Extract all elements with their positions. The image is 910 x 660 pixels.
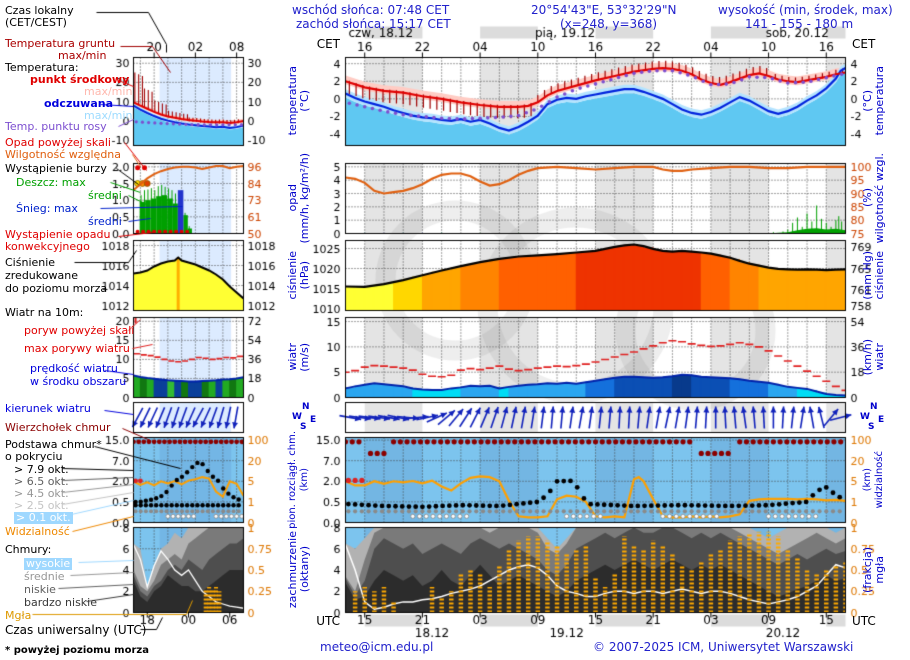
axis-right-temp-name: temperatura <box>873 66 886 136</box>
axis-left-zach-unit: (oktany) <box>298 546 311 593</box>
legend-press2: zredukowane <box>5 269 78 282</box>
legend-clouds0: Chmury: <box>5 543 52 556</box>
utc-corner-bottom-left: UTC <box>316 614 340 628</box>
legend-okt25: > 2.5 okt. <box>14 499 69 512</box>
legend-cl-high: wysokie <box>24 557 73 570</box>
elevation-label: wysokość (min, środek, max) <box>718 3 893 17</box>
legend-okt65: > 6.5 okt. <box>14 475 69 488</box>
elevation-values: 141 - 155 - 180 m <box>745 17 854 31</box>
compass-letter-E: E <box>878 415 885 425</box>
axis-right-zach-name: mgła <box>873 555 886 584</box>
legend-storm: Wystąpienie burzy <box>5 162 107 175</box>
axis-right-zach: (frakcja) mgła <box>852 527 896 612</box>
axis-right-wiatr: (km/h) wiatr <box>852 317 896 397</box>
axis-left-cisn-unit: (hPa) <box>298 260 311 290</box>
axis-left-cisn: ciśnienie (hPa) <box>280 240 318 310</box>
legend-conv2: konwekcyjnego <box>5 240 90 253</box>
compass-letter-W: W <box>860 412 870 422</box>
axis-right-wiatr-name: wiatr <box>873 343 886 371</box>
legend-humidity: Wilgotność względna <box>5 148 122 161</box>
axis-right-temp: (°C) temperatura <box>852 57 896 145</box>
cet-corner-top-right: CET <box>852 37 876 51</box>
legend-cl-mid: średnie <box>24 570 65 583</box>
axis-left-zach: zachmurzenie (oktany) <box>280 527 318 612</box>
legend-precip-over: Opad powyżej skali <box>5 136 111 149</box>
legend-utc-label: Czas uniwersalny (UTC) <box>5 623 147 637</box>
copyright-notice: © 2007-2025 ICM, Uniwersytet Warszawski <box>593 640 854 654</box>
legend-press3: do poziomu morza <box>5 282 108 295</box>
legend-temp-mid-mm: max/min <box>84 85 133 98</box>
axis-right-cisn-name: ciśnienie <box>873 250 886 300</box>
compass-letter-W: W <box>292 412 302 422</box>
legend-temp-feel-mm: max/min <box>84 109 133 122</box>
axis-right-opad-name: wilgotność wzgl. <box>873 152 886 244</box>
legend-tgrunt2: max/min <box>58 49 107 62</box>
cet-corner-top-left: CET <box>316 37 340 51</box>
legend-gust-over: poryw powyżej skali <box>24 324 135 337</box>
legend-temp-mid: punkt środkowy <box>30 73 130 86</box>
location-coords: 20°54'43"E, 53°32'29"N <box>531 3 677 17</box>
axis-left-chm: pion. rozciągł. chm. (km) <box>280 431 318 529</box>
compass-letter-S: S <box>868 422 875 432</box>
legend-visib: Widzialność <box>5 525 70 538</box>
axis-right-chm: (km) widzialność <box>852 437 896 522</box>
legend-okt79: > 7.9 okt. <box>14 463 69 476</box>
sunset-time: zachód słońca: 15:17 CET <box>296 17 451 31</box>
axis-left-chm-name: pion. rozciągł. chm. <box>287 430 298 529</box>
legend-gust-max: max porywy wiatru <box>24 342 130 355</box>
axis-left-temp-unit: (°C) <box>298 90 311 112</box>
utc-corner-bottom-right: UTC <box>852 614 876 628</box>
axis-left-opad: opad (mm/h, kg/m²/h) <box>280 153 318 244</box>
contact-email-link[interactable]: meteo@icm.edu.pl <box>320 640 434 654</box>
legend-tgrunt1: Temperatura gruntu <box>5 37 116 50</box>
legend-snow-mean: średni <box>88 215 122 228</box>
legend-cloud-base1: Podstawa chmur* <box>5 438 102 451</box>
legend-temp0: Temperatura: <box>5 61 79 74</box>
axis-right-opad: (%) wilgotność wzgl. <box>852 153 896 243</box>
grid-xy: (x=248, y=368) <box>560 17 658 31</box>
legend-fog: Mgła <box>5 609 32 622</box>
legend-cl-low: niskie <box>24 583 56 596</box>
legend-rain-mean: średni <box>88 189 122 202</box>
legend-conv1: Wystąpienie opadu <box>5 228 111 241</box>
legend-temp-dew: Temp. punktu rosy <box>5 120 107 133</box>
legend-cl-vlow: bardzo niskie <box>24 596 97 609</box>
legend-wind0: Wiatr na 10m: <box>5 306 84 319</box>
compass-letter-N: N <box>870 402 878 412</box>
compass-letter-S: S <box>300 422 307 432</box>
legend-rain-max: Deszcz: max <box>16 176 86 189</box>
legend-czas2: (CET/CEST) <box>5 16 67 29</box>
legend-temp-feel: odczuwana <box>44 97 114 110</box>
compass-letter-E: E <box>310 415 317 425</box>
legend-wind-speed2: w środku obszaru <box>30 375 127 388</box>
axis-left-wiatr: wiatr (m/s) <box>280 317 318 397</box>
axis-left-opad-unit: (mm/h, kg/m²/h) <box>298 152 311 244</box>
legend-okt01: > 0.1 okt. <box>14 511 73 524</box>
axis-left-wiatr-unit: (m/s) <box>298 342 311 372</box>
legend-czas1: Czas lokalny <box>5 4 74 17</box>
legend-cloud-base2: o pokryciu <box>5 450 63 463</box>
compass-letter-N: N <box>302 402 310 412</box>
legend-cloud-top: Wierzchołek chmur <box>5 421 111 434</box>
legend-press1: Ciśnienie <box>5 256 56 269</box>
legend-wind-dir: kierunek wiatru <box>5 402 91 415</box>
sunrise-time: wschód słońca: 07:48 CET <box>292 3 450 17</box>
axis-left-temp: temperatura (°C) <box>280 57 318 145</box>
legend-okt45: > 4.5 okt. <box>14 487 69 500</box>
axis-left-chm-unit: (km) <box>299 467 310 492</box>
legend-wind-speed1: prędkość wiatru <box>30 362 118 375</box>
legend-footnote: * powyżej poziomu morza <box>5 645 149 656</box>
axis-right-chm-name: widzialność <box>874 450 885 509</box>
axis-right-cisn: (mm Hg) ciśnienie <box>852 240 896 310</box>
legend-snow-max: Śnieg: max <box>16 202 78 215</box>
axis-right-chm-unit: (km) <box>862 467 873 492</box>
